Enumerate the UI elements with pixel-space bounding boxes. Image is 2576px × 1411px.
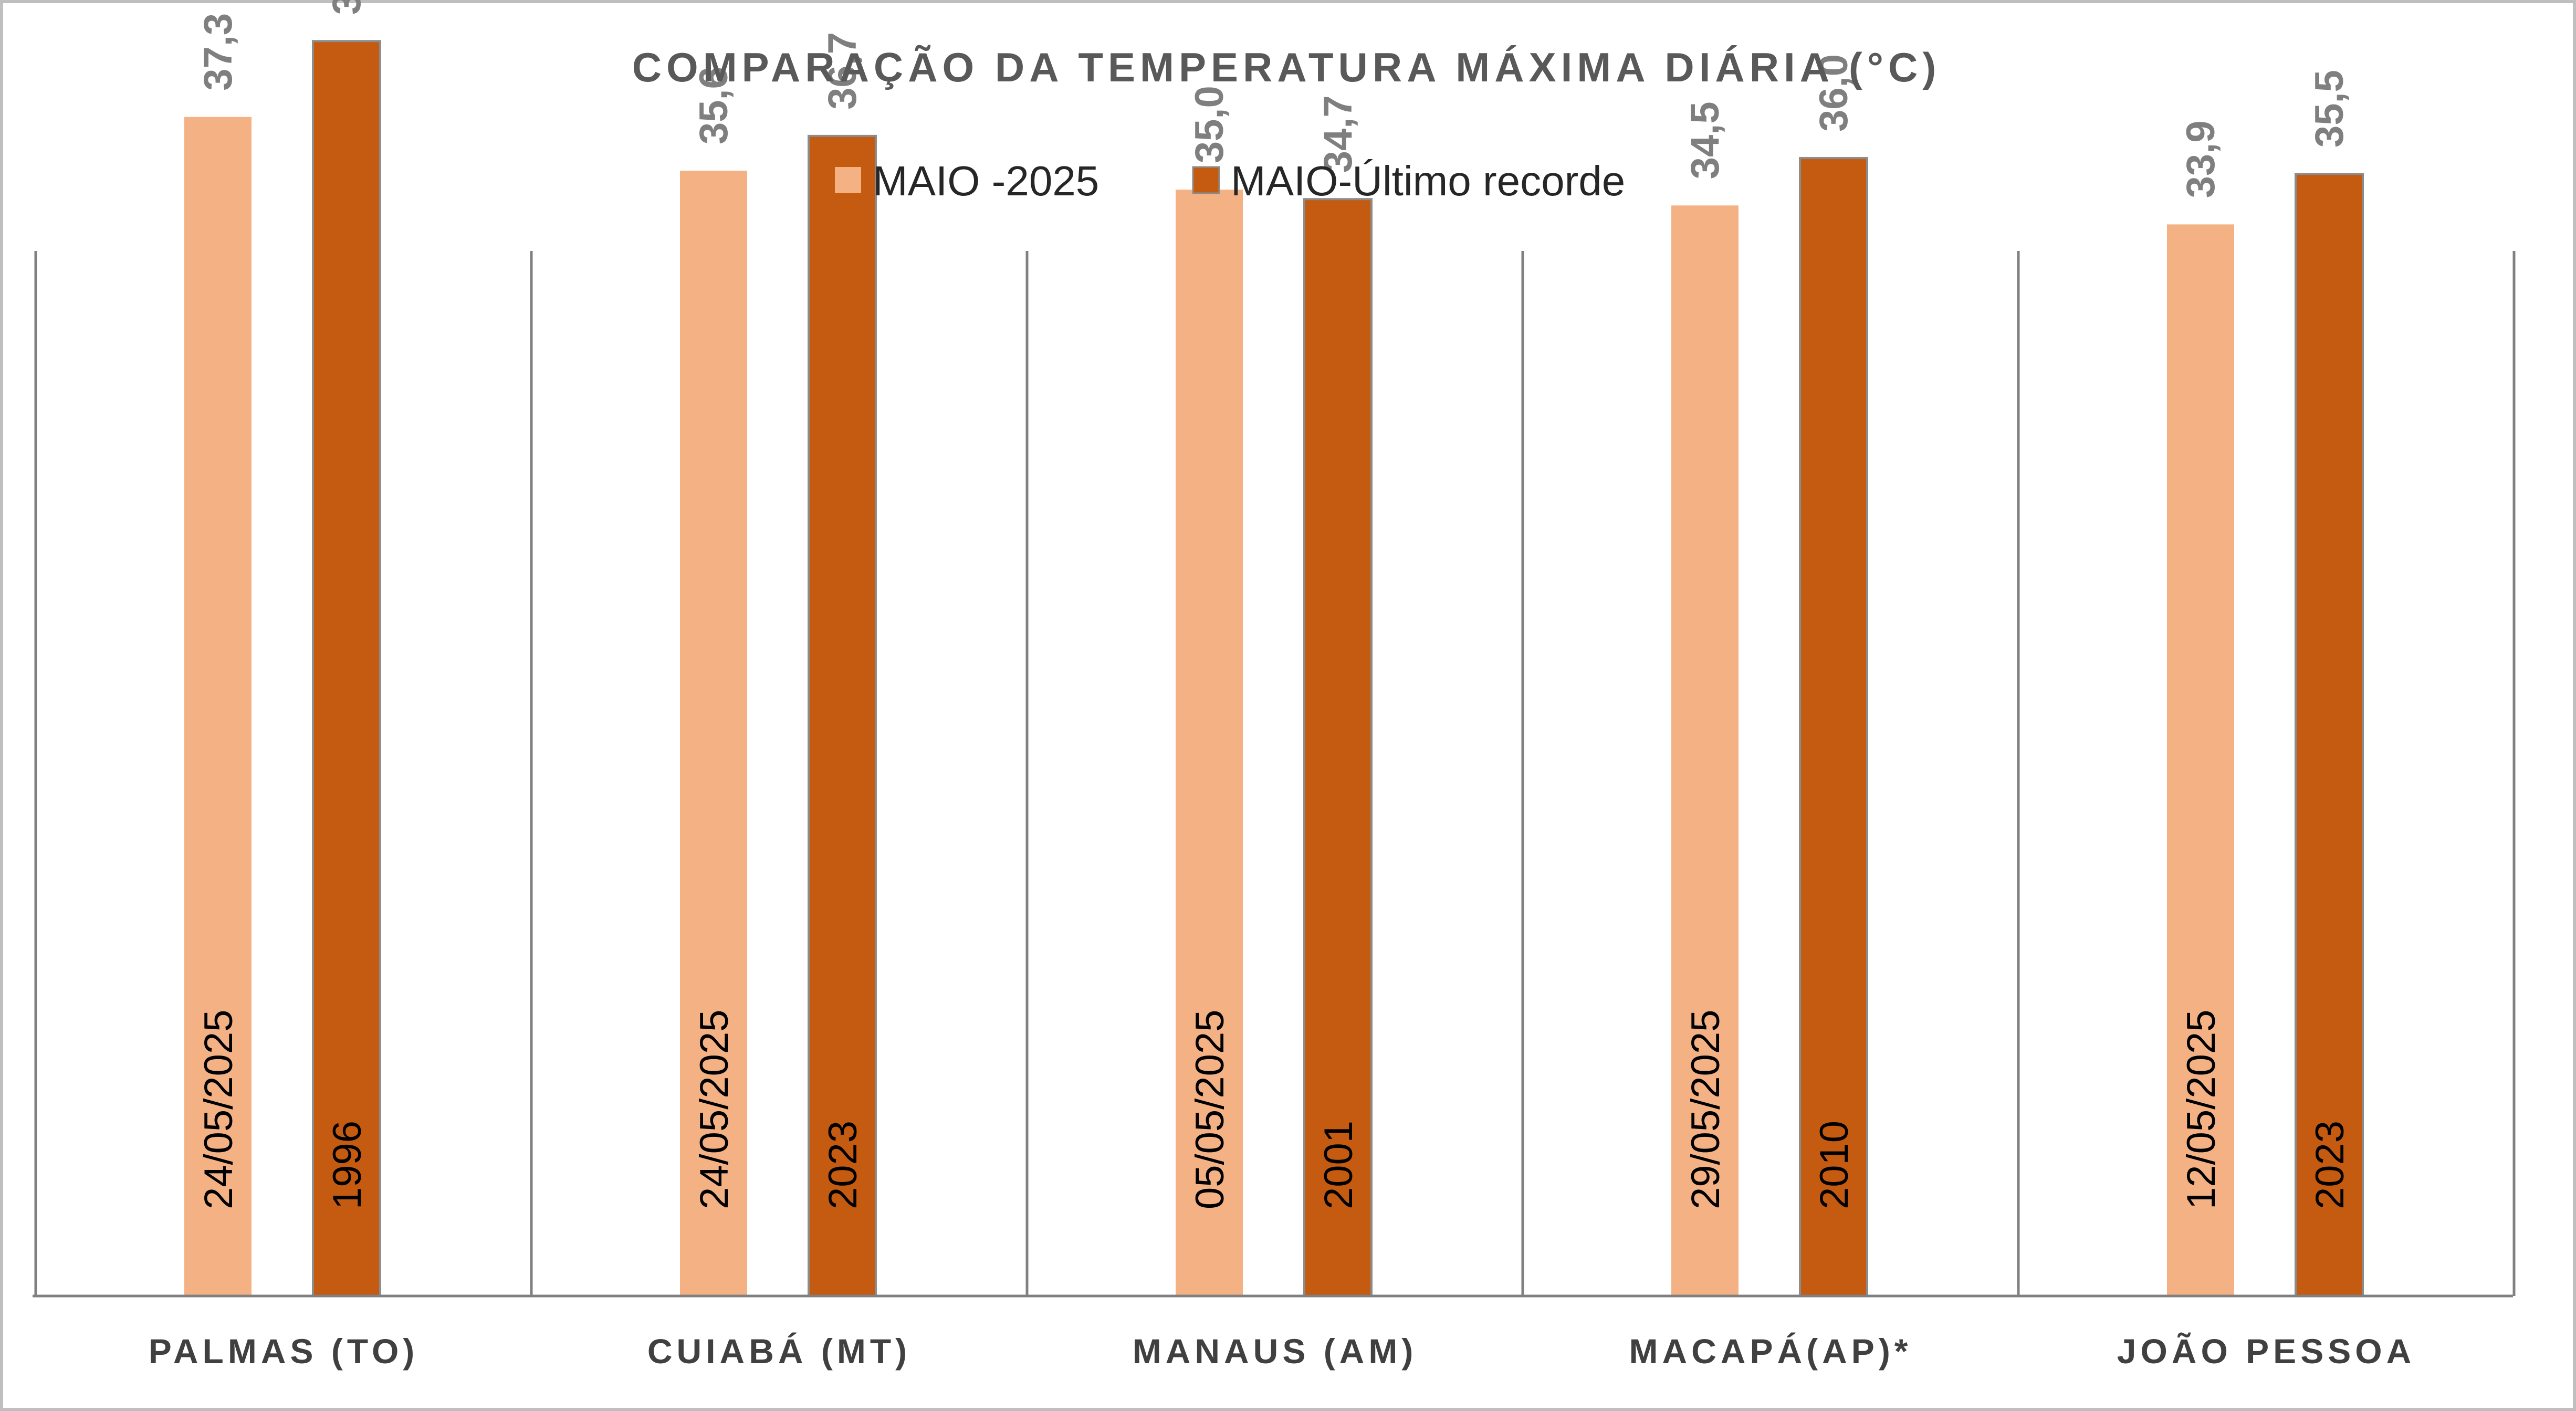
bar-joao-pessoa-series-1 [2295, 173, 2364, 1297]
category-label-manaus-am: MANAUS (AM) [1133, 1332, 1418, 1371]
value-label-macapa-ap-series-1: 36,0 [1811, 54, 1856, 132]
bar-label-palmas-to-series-0: 24/05/2025 [196, 1010, 241, 1209]
bar-cuiaba-mt-series-0 [680, 171, 747, 1296]
legend-label-maio-2025: MAIO -2025 [873, 158, 1099, 204]
bar-label-cuiaba-mt-series-1: 2023 [821, 1121, 865, 1209]
category-labels: PALMAS (TO) CUIABÁ (MT) MANAUS (AM) MACAPÁ(… [149, 1332, 2415, 1371]
value-label-manaus-am-series-1: 34,7 [1316, 95, 1360, 173]
bar-palmas-to-series-0 [184, 117, 252, 1297]
bar-label-joao-pessoa-series-1: 2023 [2308, 1121, 2352, 1209]
legend: MAIO -2025 MAIO-Último recorde [835, 158, 1625, 204]
value-label-joao-pessoa-series-1: 35,5 [2307, 70, 2352, 148]
value-label-macapa-ap-series-0: 34,5 [1683, 101, 1727, 179]
bar-label-manaus-am-series-1: 2001 [1316, 1121, 1361, 1209]
bar-manaus-am-series-1 [1303, 198, 1373, 1298]
category-separators [34, 251, 2516, 1296]
legend-swatch-maio-2025 [835, 167, 861, 193]
category-label-joao-pessoa: JOÃO PESSOA [2117, 1332, 2415, 1371]
value-label-cuiaba-mt-series-0: 35,6 [692, 67, 736, 144]
chart-title: COMPARAÇÃO DA TEMPERATURA MÁXIMA DIÁRIA … [632, 44, 1941, 90]
value-label-joao-pessoa-series-0: 33,9 [2179, 120, 2223, 198]
bar-label-manaus-am-series-0: 05/05/2025 [1188, 1010, 1232, 1209]
bars-layer: 37,3 24/05/2025 39,7 1996 35,6 24/05/2025 36,7… [184, 0, 2364, 1298]
bar-label-palmas-to-series-1: 1996 [325, 1121, 370, 1209]
value-label-cuiaba-mt-series-1: 36,7 [820, 32, 865, 110]
value-label-palmas-to-series-1: 39,7 [324, 0, 369, 15]
value-label-palmas-to-series-0: 37,3 [196, 13, 240, 91]
bar-macapa-ap-series-0 [1671, 205, 1739, 1296]
bar-cuiaba-mt-series-1 [808, 134, 877, 1297]
category-label-palmas-to: PALMAS (TO) [149, 1332, 419, 1371]
category-label-macapa-ap: MACAPÁ(AP)* [1629, 1332, 1912, 1371]
bar-manaus-am-series-0 [1176, 190, 1243, 1297]
bar-palmas-to-series-1 [312, 40, 381, 1297]
value-label-manaus-am-series-0: 35,0 [1187, 86, 1232, 163]
bar-label-joao-pessoa-series-0: 12/05/2025 [2179, 1010, 2224, 1209]
legend-label-ultimo-recorde: MAIO-Último recorde [1231, 158, 1625, 204]
bar-label-macapa-ap-series-0: 29/05/2025 [1683, 1010, 1728, 1209]
bar-joao-pessoa-series-0 [2167, 224, 2234, 1296]
bar-macapa-ap-series-1 [1799, 156, 1868, 1298]
bar-label-macapa-ap-series-1: 2010 [1812, 1121, 1857, 1209]
bar-label-cuiaba-mt-series-0: 24/05/2025 [692, 1010, 737, 1209]
category-label-cuiaba-mt: CUIABÁ (MT) [647, 1332, 911, 1371]
legend-swatch-ultimo-recorde [1192, 166, 1220, 194]
